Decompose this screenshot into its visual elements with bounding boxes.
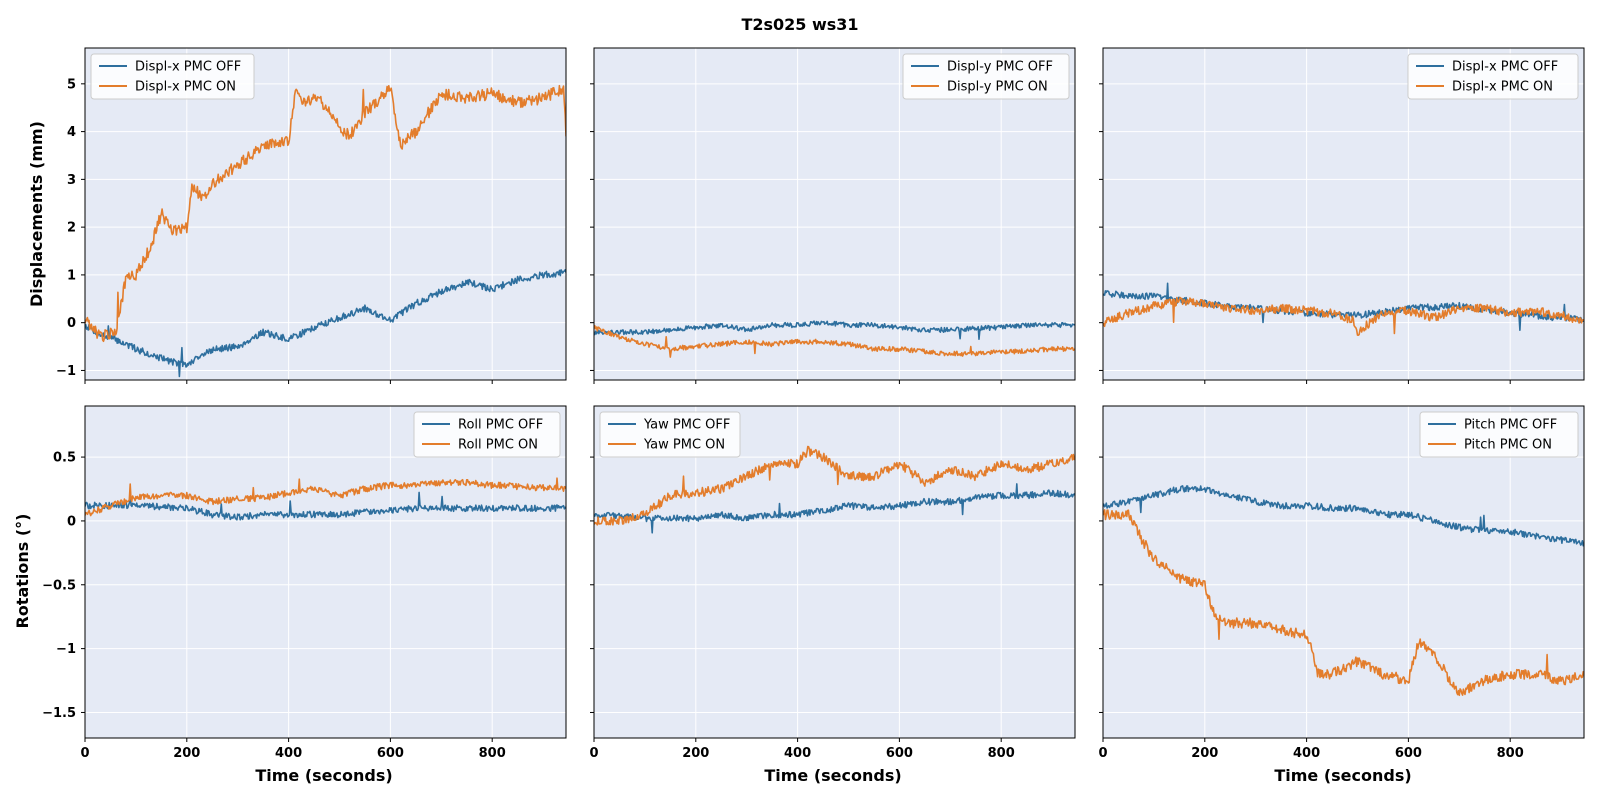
legend: Pitch PMC OFF Pitch PMC ON <box>1419 411 1579 458</box>
xlabel-middle: Time (seconds) <box>764 766 901 785</box>
legend-box <box>90 53 255 100</box>
series-line-yaw-pmc-off <box>594 483 1075 534</box>
x-tick-label: 400 <box>275 746 302 761</box>
x-tick-label: 400 <box>1293 746 1320 761</box>
legend-label: Roll PMC OFF <box>458 418 543 433</box>
y-tick-label: 2 <box>67 221 76 236</box>
x-tick-label: 600 <box>1395 746 1422 761</box>
series-line-displ-x-pmc-off <box>85 268 566 378</box>
axes-frame <box>84 405 567 739</box>
legend-label: Displ-x PMC ON <box>1452 80 1553 95</box>
legend-label: Displ-x PMC ON <box>135 80 236 95</box>
series-line-displ-x-pmc-on <box>85 84 566 343</box>
x-tick-label: 600 <box>886 746 913 761</box>
x-tick-label: 600 <box>377 746 404 761</box>
y-tick-label: −1.5 <box>42 706 76 721</box>
series-line-pitch-pmc-on <box>1103 509 1584 697</box>
legend-box <box>902 53 1070 100</box>
legend-label: Yaw PMC ON <box>643 438 725 453</box>
y-tick-label: 0 <box>67 316 76 331</box>
y-tick-label: 3 <box>67 173 76 188</box>
xlabel-right: Time (seconds) <box>1274 766 1411 785</box>
subplot-5: 0 200 400 600 800 Yaw PMC OFF Yaw PMC ON <box>589 405 1076 761</box>
ylabel-displacements: Displacements (mm) <box>27 121 46 307</box>
legend-box <box>413 411 561 458</box>
legend: Displ-x PMC OFF Displ-x PMC ON <box>1407 53 1579 100</box>
x-tick-label: 800 <box>479 746 506 761</box>
x-tick-label: 800 <box>988 746 1015 761</box>
ylabel-rotations: Rotations (°) <box>13 514 32 629</box>
series-line-displ-y-pmc-off <box>594 320 1075 341</box>
plot-area <box>85 406 566 738</box>
x-tick-label: 200 <box>1191 746 1218 761</box>
legend: Yaw PMC OFF Yaw PMC ON <box>599 411 741 458</box>
x-tick-label: 0 <box>80 746 89 761</box>
axes-frame <box>84 47 567 381</box>
axes-frame <box>1102 47 1585 381</box>
axes-frame <box>593 47 1076 381</box>
series-line-pitch-pmc-off <box>1103 485 1584 547</box>
series-line-roll-pmc-off <box>85 489 566 521</box>
axes-frame <box>593 405 1076 739</box>
plot-area <box>594 406 1075 738</box>
y-tick-label: −0.5 <box>42 578 76 593</box>
y-tick-label: 4 <box>67 125 76 140</box>
series-line-displ-y-pmc-on <box>594 324 1075 358</box>
y-tick-label: −1 <box>56 364 76 379</box>
series-line-yaw-pmc-on <box>594 445 1075 526</box>
series-line-displ-x-pmc-on <box>1103 296 1584 337</box>
y-tick-label: −1 <box>56 642 76 657</box>
plot-area <box>1103 406 1584 738</box>
legend-label: Roll PMC ON <box>458 438 538 453</box>
x-tick-label: 200 <box>173 746 200 761</box>
y-tick-label: 0.5 <box>53 451 76 466</box>
subplot-1: −1 0 1 2 3 4 5 Displ-x PMC OFF Displ-x PMC ON <box>56 47 567 384</box>
subplot-2: Displ-y PMC OFF Displ-y PMC ON <box>590 47 1076 384</box>
x-tick-label: 800 <box>1497 746 1524 761</box>
legend-box <box>1419 411 1579 458</box>
legend-label: Displ-x PMC OFF <box>1452 60 1558 75</box>
y-tick-label: 1 <box>67 268 76 283</box>
y-tick-label: 5 <box>67 77 76 92</box>
x-tick-label: 0 <box>589 746 598 761</box>
legend-label: Displ-y PMC OFF <box>947 60 1053 75</box>
legend: Displ-x PMC OFF Displ-x PMC ON <box>90 53 255 100</box>
xlabel-left: Time (seconds) <box>255 766 392 785</box>
legend-box <box>1407 53 1579 100</box>
plot-area <box>1103 48 1584 380</box>
series-line-roll-pmc-on <box>85 477 566 517</box>
figure-title: T2s025 ws31 <box>741 15 858 34</box>
axes-frame <box>1102 405 1585 739</box>
legend-label: Displ-x PMC OFF <box>135 60 241 75</box>
x-tick-label: 200 <box>682 746 709 761</box>
legend-label: Yaw PMC OFF <box>643 418 730 433</box>
legend: Displ-y PMC OFF Displ-y PMC ON <box>902 53 1070 100</box>
subplot-3: Displ-x PMC OFF Displ-x PMC ON <box>1099 47 1585 384</box>
x-tick-label: 0 <box>1098 746 1107 761</box>
x-tick-label: 400 <box>784 746 811 761</box>
legend: Roll PMC OFF Roll PMC ON <box>413 411 561 458</box>
y-tick-label: 0 <box>67 514 76 529</box>
subplot-6: 0 200 400 600 800 Pitch PMC OFF Pitch PMC ON <box>1098 405 1585 761</box>
legend-label: Pitch PMC OFF <box>1464 418 1557 433</box>
legend-label: Pitch PMC ON <box>1464 438 1552 453</box>
legend-label: Displ-y PMC ON <box>947 80 1048 95</box>
